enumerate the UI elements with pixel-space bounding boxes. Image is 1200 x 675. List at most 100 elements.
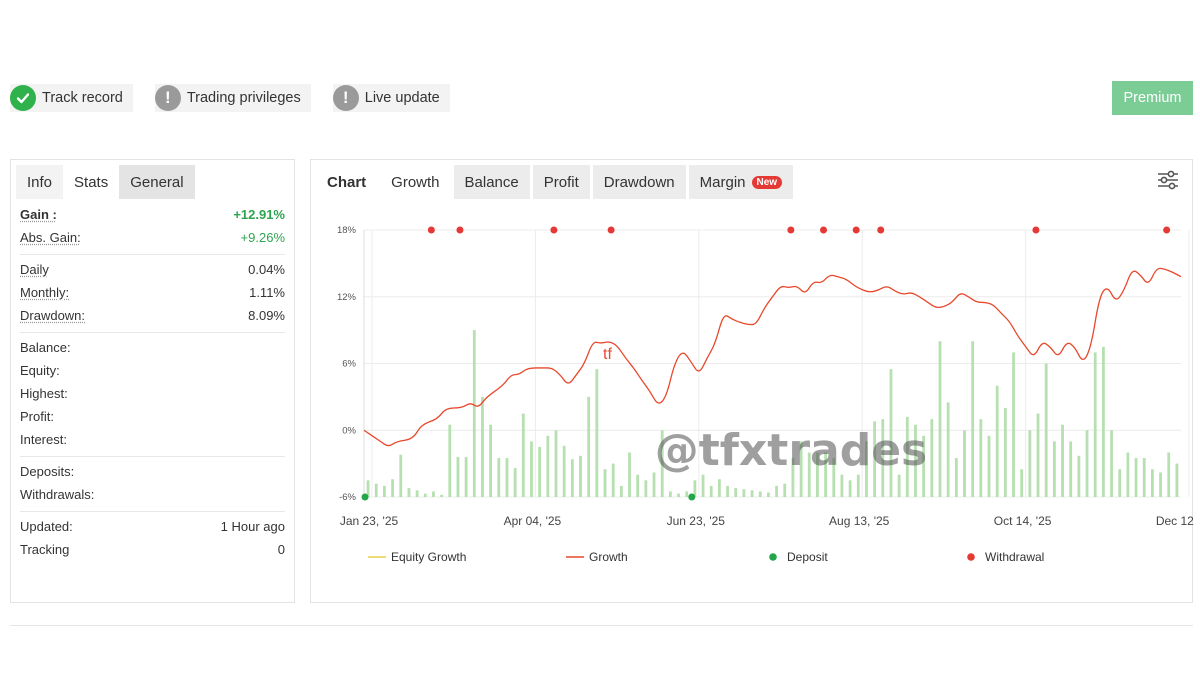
stat-deposits: Deposits: — [20, 460, 285, 483]
profit-bar — [668, 491, 672, 497]
profit-bar — [562, 445, 566, 497]
stat-equity-label: Equity: — [20, 363, 60, 378]
stat-tracking: Tracking 0 — [20, 538, 285, 561]
growth-line — [363, 267, 1182, 447]
y-tick-label: 12% — [337, 292, 357, 303]
exclamation-icon: ! — [154, 85, 181, 111]
profit-bar — [407, 488, 411, 497]
stat-drawdown-label[interactable]: Drawdown: — [20, 308, 86, 323]
profit-bar — [570, 459, 574, 497]
badge-track-record[interactable]: Track record — [10, 84, 133, 112]
y-tick-label: 0% — [342, 425, 356, 436]
y-tick-label: 6% — [342, 359, 356, 370]
profit-bar — [693, 480, 697, 497]
withdrawal-marker — [550, 226, 558, 234]
profit-bar — [1110, 430, 1113, 497]
tab-margin[interactable]: Margin New — [688, 165, 794, 199]
profit-bar — [824, 452, 828, 497]
profit-bar — [603, 469, 607, 497]
profit-bar — [660, 430, 664, 497]
profit-bar — [1118, 469, 1122, 497]
profit-bar — [415, 490, 419, 497]
profit-bar — [709, 485, 713, 497]
stat-deposits-label: Deposits: — [20, 464, 75, 479]
profit-bar — [1036, 413, 1040, 497]
profit-bar — [1101, 346, 1105, 497]
profit-bar — [807, 452, 811, 497]
tab-balance[interactable]: Balance — [453, 165, 530, 199]
tab-info[interactable]: Info — [16, 165, 64, 199]
profit-bar — [1093, 352, 1097, 497]
profit-bar — [930, 419, 934, 497]
stat-gain: Gain : +12.91% — [20, 203, 285, 226]
stat-balance-label: Balance: — [20, 340, 71, 355]
badge-trading-privileges[interactable]: ! Trading privileges — [154, 84, 311, 112]
withdrawal-marker — [427, 226, 435, 234]
badge-live-update[interactable]: ! Live update — [332, 84, 450, 112]
tab-chart[interactable]: Chart — [316, 165, 378, 199]
legend-withdrawal-label: Withdrawal — [985, 550, 1044, 564]
stat-updated-value: 1 Hour ago — [220, 519, 285, 534]
profit-bar — [1167, 452, 1171, 497]
profit-bar — [464, 456, 468, 497]
profit-bar — [995, 385, 999, 497]
profit-bar — [1020, 469, 1024, 497]
profit-bar — [922, 435, 926, 497]
x-tick-label: Dec 12, '25 — [1156, 514, 1194, 528]
profit-bar — [1069, 441, 1073, 497]
profit-bar — [677, 493, 680, 497]
profit-bar — [848, 480, 852, 497]
legend-growth-label: Growth — [589, 550, 628, 564]
profit-bar — [897, 474, 901, 497]
stat-abs-gain: Abs. Gain: +9.26% — [20, 226, 285, 249]
x-tick-label: Jan 23, '25 — [340, 514, 399, 528]
profit-bar — [742, 489, 746, 497]
stat-updated-label: Updated: — [20, 519, 73, 534]
stat-withdrawals-label: Withdrawals: — [20, 487, 95, 502]
profit-bar — [1028, 430, 1032, 497]
profit-bar — [554, 430, 558, 497]
tab-profit[interactable]: Profit — [532, 165, 590, 199]
tab-drawdown[interactable]: Drawdown — [592, 165, 686, 199]
badge-label: Live update — [364, 90, 440, 106]
tab-stats[interactable]: Stats — [63, 165, 120, 199]
growth-chart: 18% 12% 6% 0% -6% Jan 23, '25 Apr 04, '25 Jun 2… — [337, 225, 1194, 564]
deposit-marker — [688, 493, 696, 501]
profit-bar — [432, 491, 435, 497]
premium-button[interactable]: Premium — [1112, 81, 1193, 115]
stat-equity: Equity: — [20, 359, 285, 382]
stat-gain-label[interactable]: Gain : — [20, 207, 57, 222]
profit-bar — [497, 458, 501, 497]
profit-bar — [685, 491, 689, 497]
profit-bar — [1003, 408, 1007, 497]
profit-bar — [946, 402, 950, 497]
x-tick-label: Apr 04, '25 — [504, 514, 562, 528]
stat-abs-gain-label[interactable]: Abs. Gain: — [20, 230, 81, 245]
profit-bar — [489, 424, 493, 497]
stat-daily-label[interactable]: Daily — [20, 262, 49, 277]
stat-balance: Balance: — [20, 336, 285, 359]
profit-bar — [587, 396, 591, 497]
profit-bar — [366, 480, 370, 497]
profit-bar — [873, 421, 877, 497]
profit-bar — [399, 454, 403, 497]
tab-growth[interactable]: Growth — [380, 165, 451, 199]
legend-equity-label: Equity Growth — [391, 550, 466, 564]
profit-bar — [521, 413, 525, 497]
legend-deposit-label: Deposit — [787, 550, 828, 564]
stat-daily-value: 0.04% — [248, 262, 285, 277]
profit-bar — [954, 458, 958, 497]
watermark-text: @tfxtrades — [655, 425, 928, 476]
profit-bar — [914, 424, 917, 497]
profit-bar — [979, 419, 983, 497]
chart-tabs: Chart Growth Balance Profit Drawdown Mar… — [316, 165, 1192, 203]
stat-interest-label: Interest: — [20, 432, 67, 447]
profit-bar — [750, 490, 754, 497]
stat-monthly-label[interactable]: Monthly: — [20, 285, 70, 300]
profit-bar — [701, 474, 705, 497]
stat-profit-label: Profit: — [20, 409, 54, 424]
chart-settings-icon[interactable] — [1156, 168, 1180, 192]
profit-bar — [440, 494, 444, 497]
stat-profit: Profit: — [20, 405, 285, 428]
tab-general[interactable]: General — [119, 165, 195, 199]
